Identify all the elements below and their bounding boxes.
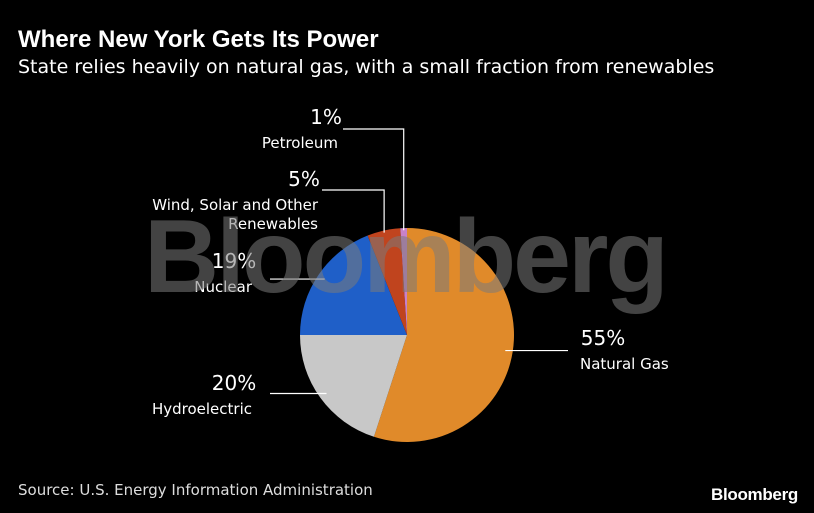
slice-percent-label: 19% (212, 249, 256, 273)
bloomberg-logo: Bloomberg (710, 485, 798, 504)
chart-subtitle: State relies heavily on natural gas, wit… (18, 56, 715, 78)
slice-name-label: Natural Gas (580, 355, 669, 373)
pie-slice-natural-gas (373, 228, 514, 442)
pie-slice-hydroelectric (300, 335, 407, 437)
source-note: Source: U.S. Energy Information Administ… (18, 481, 373, 499)
slice-percent-label: 55% (581, 326, 625, 350)
slice-name-label: Hydroelectric (152, 400, 252, 418)
slice-percent-label: 1% (310, 105, 342, 129)
slice-labels: 55% Natural Gas 20% Hydroelectric 19% Nuclear… (152, 105, 669, 418)
pie-slice-wind-solar-and-other-renewables (367, 228, 407, 335)
leader-line (322, 189, 385, 233)
leader-lines (270, 128, 568, 395)
pie-slice-nuclear (300, 235, 407, 335)
bloomberg-watermark: Bloomberg (144, 199, 666, 315)
slice-name-label: Wind, Solar and Other (152, 196, 319, 214)
chart-title: Where New York Gets Its Power (18, 26, 379, 53)
slice-name-label: Nuclear (194, 278, 253, 296)
slice-percent-label: 5% (288, 167, 320, 191)
leader-line (343, 128, 405, 231)
slice-name-label: Petroleum (262, 134, 338, 152)
pie-slices (300, 228, 514, 442)
pie-slice-petroleum (400, 228, 407, 335)
slice-percent-label: 20% (212, 371, 256, 395)
slice-name-label: Renewables (228, 215, 318, 233)
